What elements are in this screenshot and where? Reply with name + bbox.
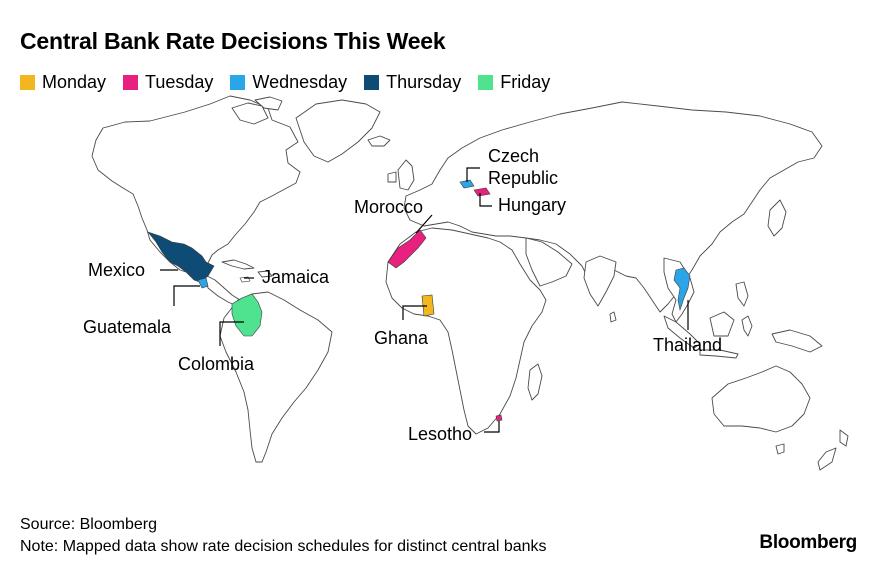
legend: Monday Tuesday Wednesday Thursday Friday xyxy=(20,72,567,93)
country-morocco xyxy=(387,229,427,269)
landmass-madagascar xyxy=(527,363,543,401)
legend-swatch-monday xyxy=(20,75,35,90)
landmass-sri-lanka xyxy=(609,311,617,323)
landmass-java xyxy=(699,349,739,359)
legend-label-thursday: Thursday xyxy=(386,72,462,92)
legend-label-wednesday: Wednesday xyxy=(252,72,348,92)
landmass-iceland xyxy=(367,135,391,147)
landmass-britain xyxy=(397,159,415,191)
landmass-africa xyxy=(385,227,547,435)
landmass-japan xyxy=(767,199,787,237)
footnote: Note: Mapped data show rate decision sch… xyxy=(20,538,547,555)
landmass-cuba xyxy=(221,259,255,270)
landmass-ireland xyxy=(387,171,397,183)
label-czech-line1: Czech xyxy=(488,146,540,166)
country-guatemala xyxy=(197,277,209,289)
label-ghana: Ghana xyxy=(374,328,429,348)
country-lesotho xyxy=(495,414,503,422)
label-jamaica: Jamaica xyxy=(262,267,330,287)
label-morocco: Morocco xyxy=(354,197,424,217)
landmass-eurasia xyxy=(403,101,823,313)
legend-swatch-tuesday xyxy=(123,75,139,90)
label-hungary: Hungary xyxy=(498,195,567,215)
legend-item-tuesday: Tuesday xyxy=(123,72,213,93)
leader-line-czech xyxy=(466,167,480,182)
landmass-central-america xyxy=(204,274,241,307)
leader-line-colombia xyxy=(219,321,244,346)
legend-item-friday: Friday xyxy=(478,72,550,93)
landmass-australia xyxy=(711,365,811,433)
landmass-new-guinea xyxy=(771,329,823,353)
leader-line-hungary xyxy=(479,193,492,207)
landmass-philippines xyxy=(735,281,749,307)
chart-title: Central Bank Rate Decisions This Week xyxy=(20,28,446,54)
leader-line-ghana xyxy=(402,305,427,320)
landmass-hispaniola xyxy=(257,270,273,278)
leader-line-morocco xyxy=(415,214,433,234)
landmass-sulawesi xyxy=(741,315,753,337)
legend-item-monday: Monday xyxy=(20,72,106,93)
label-guatemala: Guatemala xyxy=(83,317,172,337)
label-colombia: Colombia xyxy=(178,354,255,374)
legend-label-monday: Monday xyxy=(42,72,107,92)
label-mexico: Mexico xyxy=(88,260,146,280)
legend-swatch-wednesday xyxy=(230,75,246,90)
landmass-borneo xyxy=(709,311,735,337)
leader-line-lesotho xyxy=(484,421,500,433)
leader-lines xyxy=(160,167,689,433)
world-map xyxy=(91,95,849,471)
leader-line-guatemala xyxy=(173,285,200,306)
label-thailand: Thailand xyxy=(653,335,723,355)
landmass-india xyxy=(583,255,617,307)
country-thailand xyxy=(673,267,691,312)
landmass-sumatra xyxy=(663,315,701,349)
country-hungary xyxy=(473,187,491,197)
legend-label-friday: Friday xyxy=(500,72,551,92)
landmass-arabia xyxy=(525,237,573,287)
landmass-new-zealand xyxy=(817,429,849,471)
landmass-greenland xyxy=(295,99,381,163)
legend-label-tuesday: Tuesday xyxy=(145,72,214,92)
landmass-north-america xyxy=(91,95,301,275)
legend-item-wednesday: Wednesday xyxy=(230,72,347,93)
country-ghana xyxy=(421,294,435,317)
landmass-arctic-islands xyxy=(231,96,283,125)
country-mexico xyxy=(147,231,215,283)
label-czech-line2: Republic xyxy=(488,168,559,188)
legend-swatch-thursday xyxy=(364,75,380,90)
legend-item-thursday: Thursday xyxy=(364,72,461,93)
source-note: Source: Bloomberg xyxy=(20,516,157,533)
legend-swatch-friday xyxy=(478,75,494,90)
label-lesotho: Lesotho xyxy=(408,424,473,444)
highlighted-countries xyxy=(147,179,691,422)
landmass-tasmania xyxy=(775,443,785,455)
bloomberg-logo: Bloomberg xyxy=(759,532,857,553)
landmasses xyxy=(91,95,849,471)
